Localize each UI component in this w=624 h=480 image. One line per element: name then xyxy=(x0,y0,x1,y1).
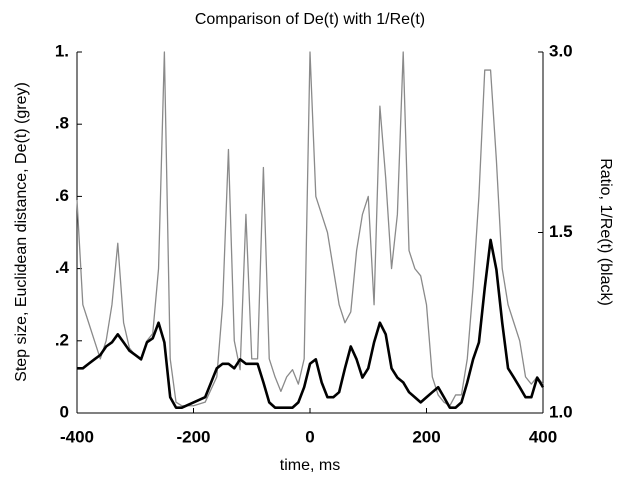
series-line xyxy=(76,51,544,407)
x-tick-label: 0 xyxy=(305,427,314,446)
x-tick-label: 200 xyxy=(412,427,440,446)
x-tick-label: -400 xyxy=(60,427,94,446)
y2-axis-label: Ratio, 1/Re(t) (black) xyxy=(597,158,614,306)
y-axis-label: Step size, Euclidean distance, De(t) (gr… xyxy=(13,82,30,382)
x-tick-label: -200 xyxy=(176,427,210,446)
x-axis-label: time, ms xyxy=(280,457,340,474)
y2-tick-label: 1.5 xyxy=(549,222,573,241)
chart-title: Comparison of De(t) with 1/Re(t) xyxy=(195,11,425,28)
series-line xyxy=(77,238,545,409)
y-tick-label: .6 xyxy=(55,186,69,205)
y-tick-label: .4 xyxy=(55,258,70,277)
y-tick-label: .8 xyxy=(55,114,69,133)
y-tick-label: 1. xyxy=(55,41,69,60)
y2-tick-label: 1.0 xyxy=(549,402,573,421)
x-tick-label: 400 xyxy=(529,427,557,446)
y2-tick-label: 3.0 xyxy=(549,41,573,60)
y-tick-label: .2 xyxy=(55,330,69,349)
y-tick-label: 0 xyxy=(60,402,69,421)
